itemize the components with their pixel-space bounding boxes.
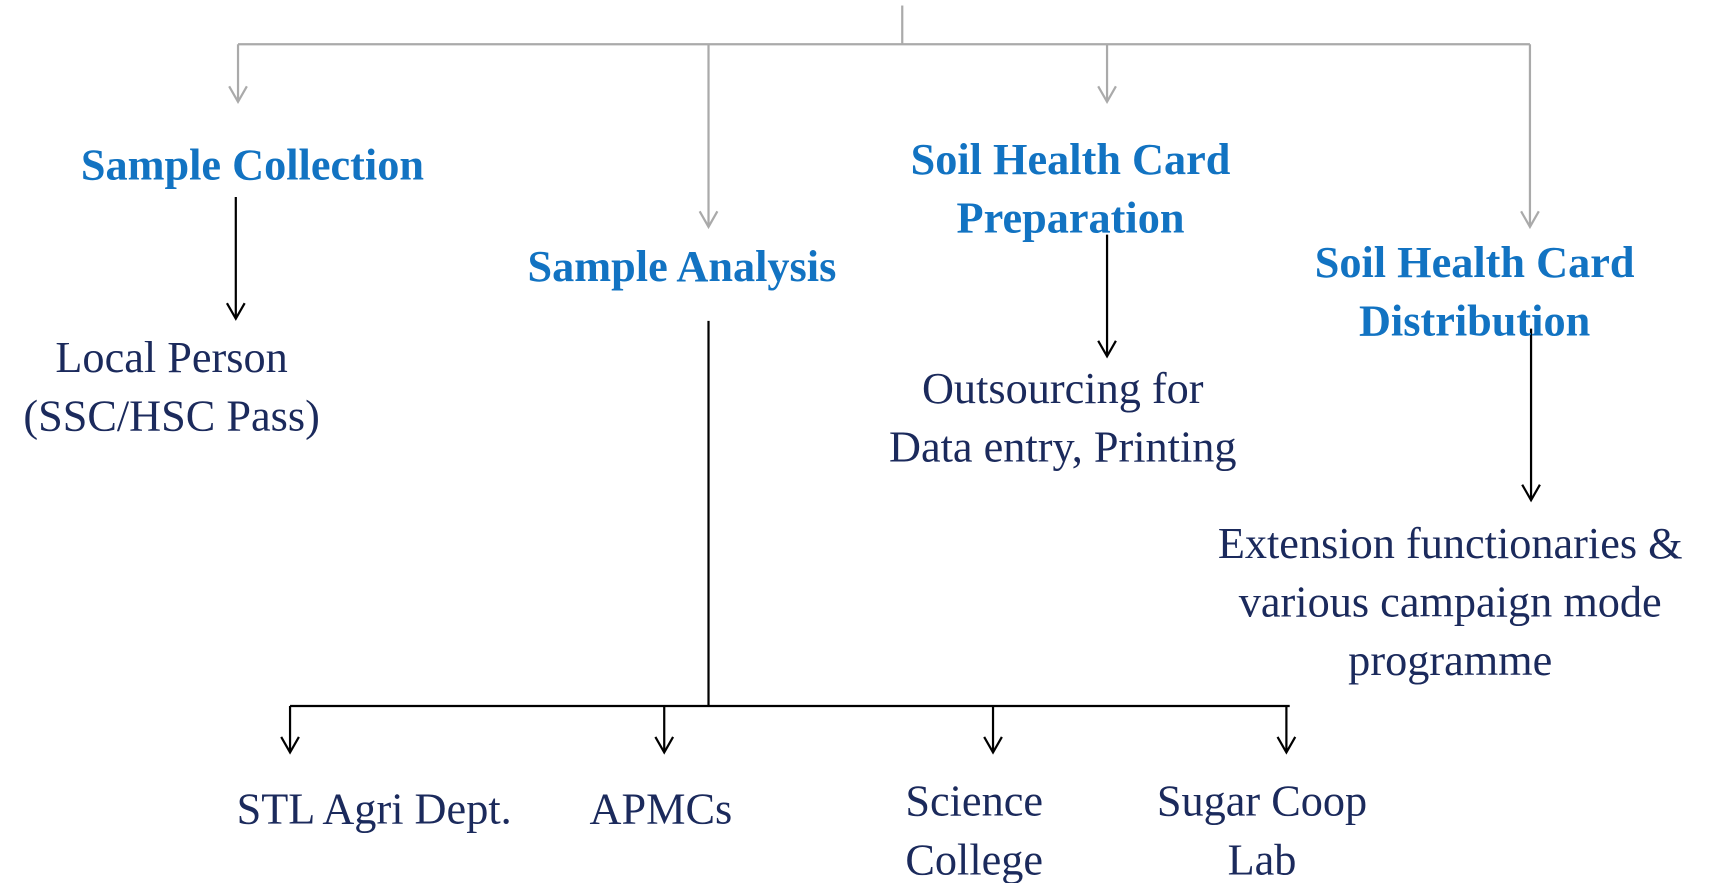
step-detail: College (905, 835, 1043, 883)
step-detail: Extension functionaries & (1218, 519, 1683, 568)
sub-connectors (225, 196, 1541, 755)
arrowhead (1276, 736, 1297, 755)
arrowhead (1097, 340, 1117, 359)
step-detail: Data entry, Printing (889, 423, 1237, 472)
step-detail: APMCs (590, 784, 733, 833)
step-title: Sample Collection (81, 140, 424, 189)
arrowhead (983, 736, 1003, 755)
arrowhead (654, 736, 675, 755)
step-title: Distribution (1359, 296, 1590, 345)
step-detail: (SSC/HSC Pass) (23, 392, 320, 441)
step-detail: programme (1348, 636, 1552, 685)
arrowhead (225, 302, 246, 321)
arrowhead (1520, 210, 1540, 230)
arrowhead (698, 210, 719, 230)
step-detail: Sugar Coop (1157, 777, 1367, 826)
step-detail: Local Person (55, 333, 287, 382)
step-detail: various campaign mode (1239, 578, 1662, 627)
arrowhead (1097, 85, 1117, 105)
step-title: Soil Health Card (1315, 238, 1635, 287)
top-connectors (228, 5, 1540, 230)
arrowhead (228, 85, 248, 105)
step-title: Soil Health Card (911, 135, 1231, 184)
arrowhead (1521, 484, 1541, 503)
step-detail: Outsourcing for (922, 364, 1204, 413)
step-detail: STL Agri Dept. (237, 784, 512, 833)
step-detail: Science (905, 777, 1043, 826)
step-title: Sample Analysis (528, 242, 837, 291)
step-title: Preparation (957, 194, 1185, 243)
arrowhead (280, 736, 300, 755)
step-detail: Lab (1228, 835, 1297, 883)
